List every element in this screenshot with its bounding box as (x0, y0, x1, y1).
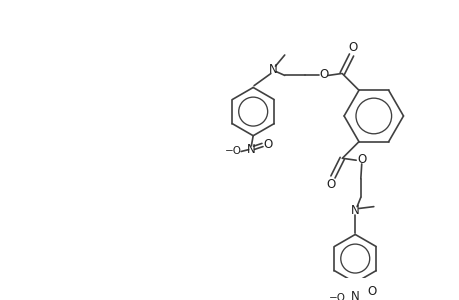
Text: −O: −O (225, 146, 242, 156)
Text: N: N (350, 290, 359, 300)
Text: N: N (350, 204, 359, 217)
Text: N: N (269, 63, 277, 76)
Text: O: O (326, 178, 335, 191)
Text: O: O (263, 138, 272, 151)
Text: N: N (246, 143, 255, 156)
Text: O: O (319, 68, 328, 81)
Text: −O: −O (328, 292, 345, 300)
Text: O: O (367, 284, 376, 298)
Text: O: O (356, 153, 365, 166)
Text: O: O (348, 41, 357, 54)
